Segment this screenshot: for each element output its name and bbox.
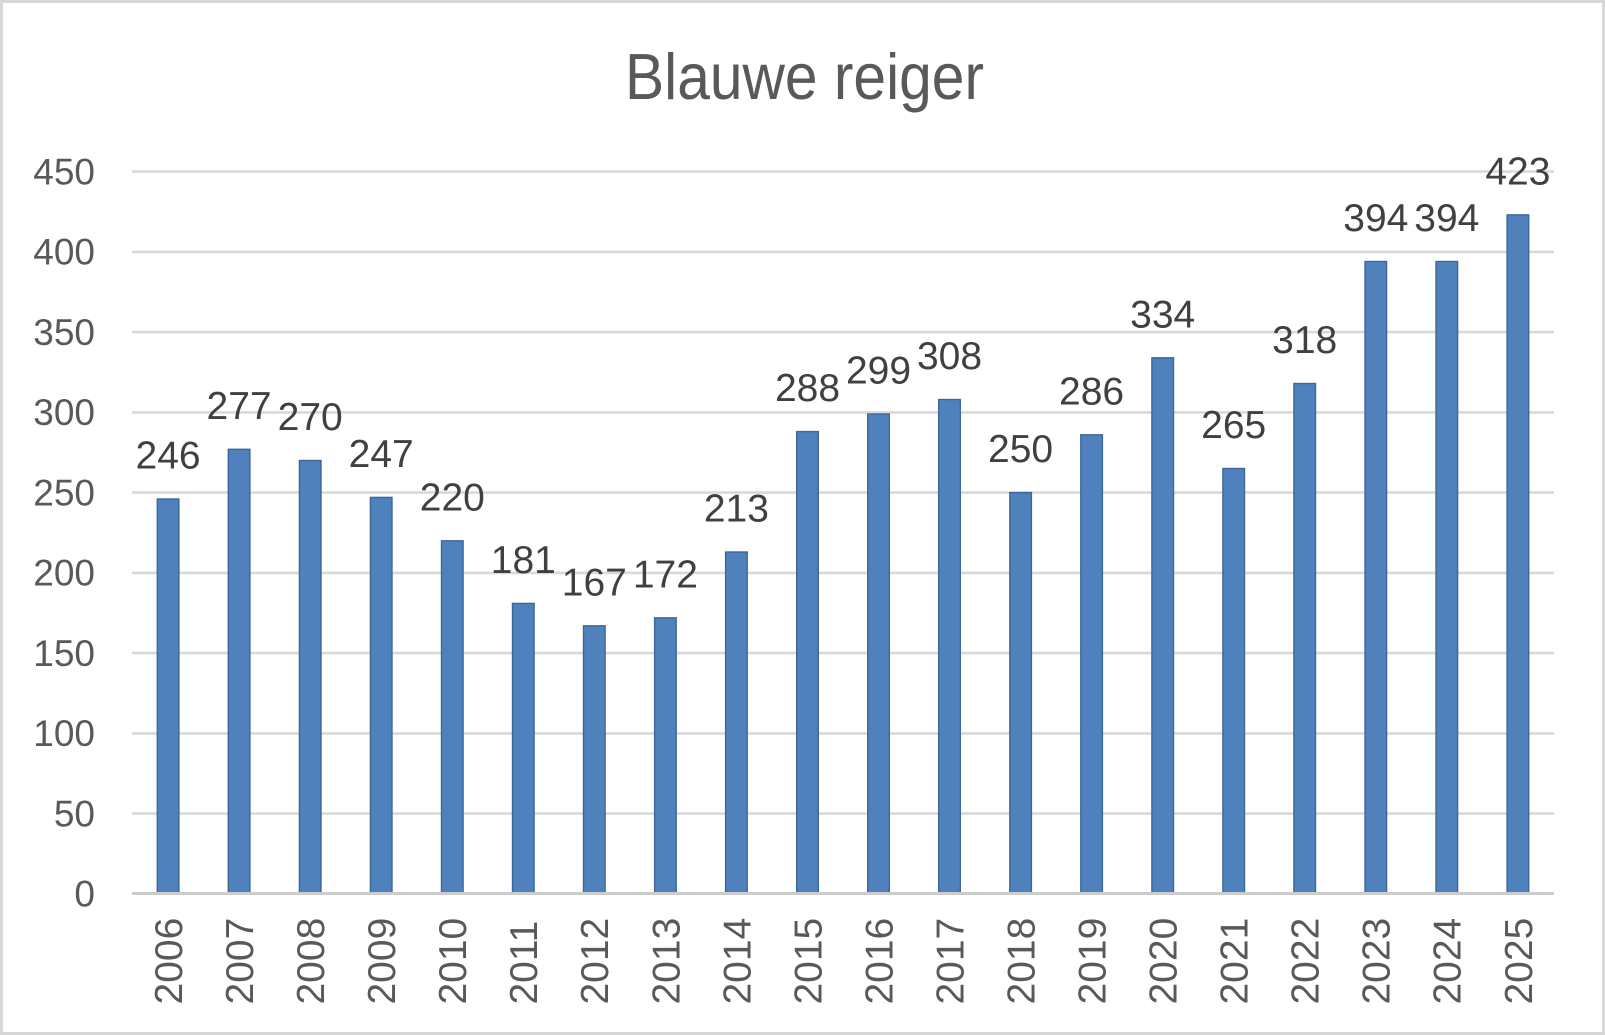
svg-text:265: 265: [1201, 404, 1266, 447]
svg-text:250: 250: [988, 428, 1053, 471]
svg-text:172: 172: [633, 553, 698, 596]
svg-text:2015: 2015: [787, 918, 830, 1005]
svg-text:300: 300: [33, 392, 95, 433]
svg-text:2007: 2007: [219, 918, 262, 1005]
svg-text:247: 247: [349, 433, 414, 476]
svg-text:2013: 2013: [645, 918, 688, 1005]
svg-text:2009: 2009: [361, 918, 404, 1005]
svg-text:394: 394: [1414, 197, 1479, 240]
svg-text:213: 213: [704, 488, 769, 531]
svg-text:0: 0: [74, 874, 95, 915]
svg-text:167: 167: [562, 561, 627, 604]
svg-text:2019: 2019: [1072, 918, 1115, 1005]
svg-text:181: 181: [491, 539, 556, 582]
svg-text:2014: 2014: [716, 918, 759, 1005]
svg-text:2021: 2021: [1214, 918, 1257, 1005]
svg-text:2010: 2010: [432, 918, 475, 1005]
svg-text:2006: 2006: [148, 918, 191, 1005]
svg-text:288: 288: [775, 367, 840, 410]
svg-text:100: 100: [33, 713, 95, 754]
svg-text:200: 200: [33, 553, 95, 594]
svg-text:150: 150: [33, 633, 95, 674]
svg-text:400: 400: [33, 232, 95, 273]
svg-text:2023: 2023: [1356, 918, 1399, 1005]
svg-text:2016: 2016: [858, 918, 901, 1005]
svg-text:270: 270: [278, 396, 343, 439]
svg-text:2017: 2017: [929, 918, 972, 1005]
svg-text:2012: 2012: [574, 918, 617, 1005]
svg-text:308: 308: [917, 335, 982, 378]
svg-text:246: 246: [136, 435, 201, 478]
svg-text:Blauwe reiger: Blauwe reiger: [625, 41, 984, 113]
svg-text:318: 318: [1272, 319, 1337, 362]
svg-text:286: 286: [1059, 370, 1124, 413]
svg-text:220: 220: [420, 476, 485, 519]
svg-text:2020: 2020: [1143, 918, 1186, 1005]
svg-text:450: 450: [33, 151, 95, 192]
svg-text:50: 50: [54, 793, 95, 834]
svg-text:350: 350: [33, 312, 95, 353]
svg-text:2011: 2011: [503, 921, 546, 1005]
svg-text:277: 277: [207, 385, 272, 428]
svg-text:2018: 2018: [1001, 918, 1044, 1005]
svg-text:394: 394: [1343, 197, 1408, 240]
svg-text:2024: 2024: [1427, 918, 1470, 1005]
svg-text:2025: 2025: [1498, 918, 1541, 1005]
svg-text:334: 334: [1130, 293, 1195, 336]
svg-text:423: 423: [1485, 150, 1550, 193]
svg-text:2008: 2008: [290, 918, 333, 1005]
svg-text:2022: 2022: [1285, 918, 1328, 1005]
svg-text:250: 250: [33, 472, 95, 513]
svg-text:299: 299: [846, 350, 911, 393]
